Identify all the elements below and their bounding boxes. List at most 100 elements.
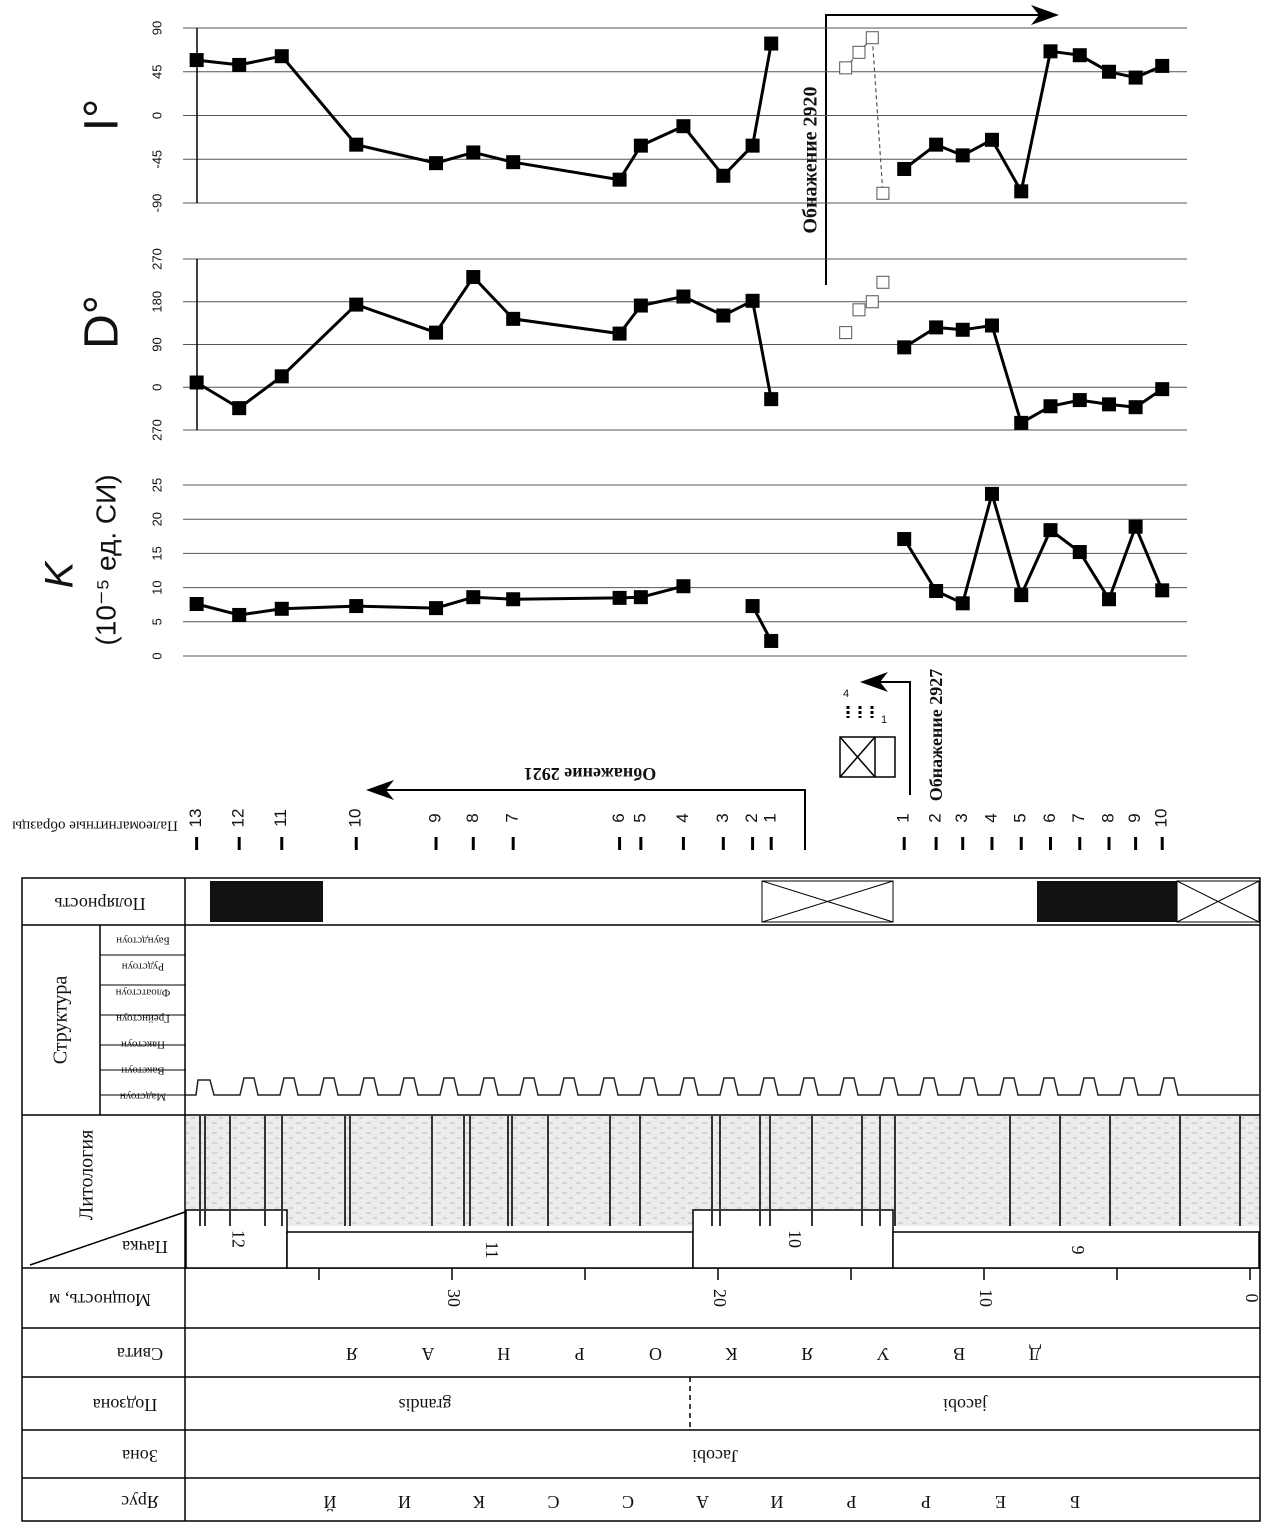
sample-label: 13 — [186, 809, 205, 828]
data-point — [232, 401, 246, 415]
sample-label: 9 — [1125, 813, 1144, 822]
y-tick-label: 10 — [149, 580, 164, 594]
structure-type: Грейнстоун — [116, 1012, 170, 1024]
sample-label: 7 — [1069, 813, 1088, 822]
data-point — [1129, 71, 1143, 85]
thickness-label: 10 — [976, 1289, 996, 1307]
data-point — [956, 323, 970, 337]
header: Мощность, м — [49, 1290, 151, 1310]
header: Свита — [117, 1344, 163, 1364]
y-axis-unit: (10⁻⁵ ед. СИ) — [90, 474, 121, 645]
header: Зона — [122, 1446, 158, 1466]
data-point — [985, 487, 999, 501]
data-point — [634, 299, 648, 313]
data-point — [929, 584, 943, 598]
outcrop-title: Обнажение 2921 — [524, 764, 656, 784]
spaced-letter: К — [724, 1344, 737, 1364]
sample-label: 4 — [981, 813, 1000, 822]
sample-label: 8 — [463, 813, 482, 822]
data-point — [676, 119, 690, 133]
sample-label: 10 — [1152, 809, 1171, 828]
data-point — [853, 46, 865, 58]
y-tick-label: 0 — [149, 112, 164, 119]
data-point — [1102, 397, 1116, 411]
structure-type: Пакстоун — [121, 1038, 165, 1050]
header: Подзона — [93, 1395, 158, 1415]
spaced-letter: И — [771, 1492, 784, 1512]
data-point — [746, 599, 760, 613]
data-point — [956, 596, 970, 610]
spaced-letter: Д — [1029, 1344, 1041, 1364]
spaced-letter: Н — [497, 1344, 510, 1364]
data-point — [1155, 59, 1169, 73]
data-point — [275, 602, 289, 616]
sample-label: 3 — [713, 813, 732, 822]
y-tick-label: -45 — [149, 150, 164, 169]
data-point — [1073, 48, 1087, 62]
data-point — [506, 155, 520, 169]
data-point — [1044, 399, 1058, 413]
data-point — [676, 290, 690, 304]
y-tick-label: 90 — [149, 21, 164, 35]
structure-type: Баундстоун — [116, 934, 170, 946]
subzone-name: grandis — [399, 1395, 452, 1415]
spaced-letter: В — [953, 1344, 965, 1364]
data-point — [897, 532, 911, 546]
member-number: 9 — [1068, 1246, 1088, 1255]
data-point — [1014, 184, 1028, 198]
data-point — [1102, 592, 1116, 606]
data-point — [349, 138, 363, 152]
data-point — [764, 634, 778, 648]
member-number: 12 — [228, 1230, 248, 1248]
y-tick-label: 270 — [149, 248, 164, 270]
spaced-letter: Е — [995, 1492, 1006, 1512]
data-point — [1129, 400, 1143, 414]
structure-type: Вакстоун — [121, 1064, 164, 1076]
data-point — [1155, 583, 1169, 597]
spaced-letter: С — [547, 1492, 559, 1512]
spaced-letter: Я — [801, 1344, 813, 1364]
data-point — [746, 294, 760, 308]
series-line — [904, 326, 1162, 423]
sample-label: 2 — [926, 813, 945, 822]
y-tick-label: 270 — [149, 419, 164, 441]
y-axis-title: D° — [76, 295, 129, 349]
data-point — [190, 597, 204, 611]
data-point — [190, 376, 204, 390]
zone-name: Jacobi — [692, 1446, 738, 1466]
thickness-label: 20 — [710, 1289, 730, 1307]
data-point — [1129, 520, 1143, 534]
spaced-letter: Й — [324, 1492, 337, 1512]
spaced-letter: Р — [575, 1344, 585, 1364]
data-point — [764, 37, 778, 51]
data-point — [929, 320, 943, 334]
header: Структура — [50, 976, 72, 1065]
outcrop-2927-arrow — [864, 682, 910, 795]
figure: 4 1 Обнажение 2920 Обнажение 2921 Обнаже… — [0, 0, 1262, 1523]
data-point — [429, 326, 443, 340]
spaced-letter: У — [877, 1344, 890, 1364]
data-point — [1014, 588, 1028, 602]
sample-label: 2 — [742, 813, 761, 822]
header: Пачка — [122, 1237, 168, 1257]
data-point — [190, 53, 204, 67]
sample-label: 12 — [229, 809, 248, 828]
structure-curve — [186, 1078, 1259, 1095]
data-point — [1155, 382, 1169, 396]
y-axis-title: I° — [76, 99, 129, 132]
sample-label: 5 — [630, 813, 649, 822]
legend-number: 1 — [881, 714, 887, 726]
spaced-letter: А — [421, 1344, 434, 1364]
sample-label: 1 — [761, 813, 780, 822]
sample-label: 5 — [1011, 813, 1030, 822]
data-point — [764, 392, 778, 406]
data-point — [429, 601, 443, 615]
data-point — [466, 590, 480, 604]
data-point — [429, 156, 443, 170]
data-point — [840, 327, 852, 339]
data-point — [349, 298, 363, 312]
structure-type: Рудстоун — [122, 960, 165, 972]
data-point — [634, 590, 648, 604]
y-tick-label: -90 — [149, 194, 164, 213]
spaced-letter: О — [649, 1344, 662, 1364]
